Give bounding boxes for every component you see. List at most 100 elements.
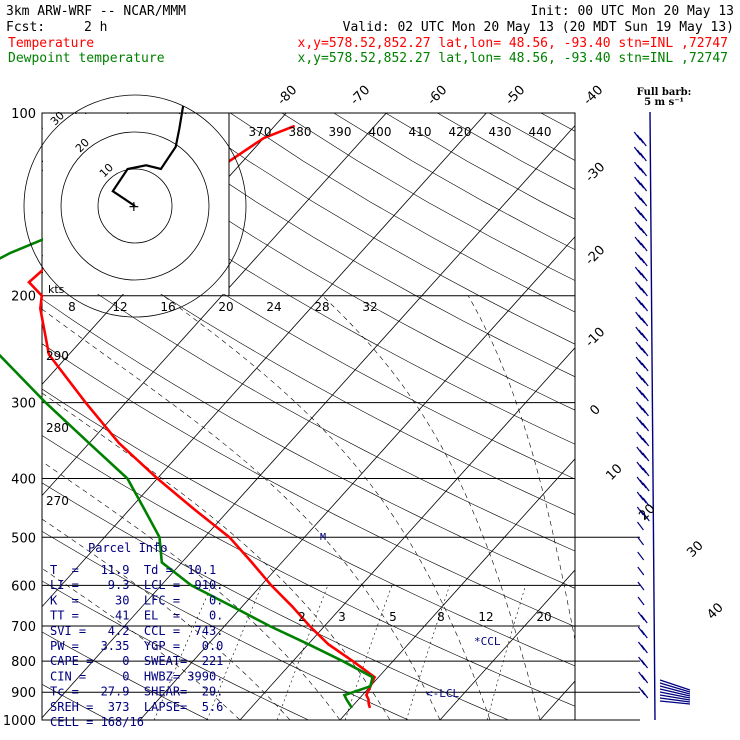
isotherm-label: -50 xyxy=(503,83,529,109)
hodograph-origin: + xyxy=(128,199,140,215)
isotherm-line xyxy=(640,113,740,720)
wind-barb xyxy=(638,686,649,699)
theta-e-label: 380 xyxy=(289,125,312,139)
parcel-info-row: TT = 41 EL = 0. xyxy=(50,609,223,623)
temp-scale-label: 12 xyxy=(112,300,127,314)
mixing-ratio-line xyxy=(486,585,526,720)
theta-e-label: 370 xyxy=(249,125,272,139)
dry-adiabat xyxy=(489,113,575,161)
wind-barb xyxy=(635,296,649,312)
temp-scale-label: 16 xyxy=(160,300,175,314)
dry-adiabat xyxy=(74,113,575,411)
theta-e-label: 390 xyxy=(329,125,352,139)
theta-e-label: 430 xyxy=(489,125,512,139)
pressure-tick-label: 500 xyxy=(11,531,36,546)
isotherm-label: -10 xyxy=(583,325,609,351)
left-scale-label: 290 xyxy=(46,349,69,363)
parcel-info-row: CAPE = 0 SWEAT= 221 xyxy=(50,654,223,668)
dry-adiabat xyxy=(42,530,409,720)
wind-barb xyxy=(637,626,648,639)
hodograph-ring xyxy=(23,94,247,318)
dry-adiabat xyxy=(230,113,575,313)
isotherm-line xyxy=(42,113,487,608)
isotherm-label: 30 xyxy=(684,538,706,560)
ccl-mark: *CCL xyxy=(474,635,501,648)
mixing-ratio-label: 3 xyxy=(338,610,346,624)
wind-barb xyxy=(634,236,648,252)
parcel-info-row: SREH = 373 LAPSE= 5.6 xyxy=(50,700,223,714)
pressure-tick-label: 400 xyxy=(11,472,36,487)
mixing-ratio-line xyxy=(276,585,329,720)
plot-frame xyxy=(41,112,576,721)
isotherm-line xyxy=(42,124,575,719)
pressure-tick-label: 900 xyxy=(11,686,36,701)
dry-adiabat xyxy=(333,113,575,250)
wind-barb xyxy=(635,356,649,372)
isotherm-label: 40 xyxy=(704,600,726,622)
dry-adiabat xyxy=(42,169,575,480)
temp-scale-label: 24 xyxy=(266,300,281,314)
pressure-tick-label: 100 xyxy=(11,107,36,122)
dry-adiabat xyxy=(0,113,9,720)
wind-barb xyxy=(634,176,648,192)
dry-adiabat xyxy=(437,113,575,190)
wind-barb xyxy=(634,266,648,282)
wind-barb xyxy=(634,221,648,237)
wind-barb xyxy=(636,416,650,432)
parcel-info-row: LI = 9.3 LCL = 910. xyxy=(50,578,223,592)
dewpoint-trace xyxy=(0,124,375,709)
isotherm-line xyxy=(439,569,575,720)
wind-barb xyxy=(637,596,645,606)
isotherm-label: -30 xyxy=(583,160,609,186)
wind-barb xyxy=(659,679,691,691)
dry-adiabat xyxy=(126,113,575,378)
moist-adiabat xyxy=(42,461,341,720)
wind-barb xyxy=(634,191,648,207)
wind-barb xyxy=(633,146,647,162)
wind-barb xyxy=(636,506,650,522)
wind-barb xyxy=(636,476,650,492)
wind-barb xyxy=(637,566,645,576)
parcel-info-row: K = 30 LFC = 0. xyxy=(50,593,223,607)
isotherm-label: -80 xyxy=(275,83,301,109)
wind-barb xyxy=(636,431,650,447)
left-scale-label: 270 xyxy=(46,494,69,508)
isotherm-line xyxy=(239,347,575,720)
wind-barb xyxy=(637,536,645,546)
wind-barb xyxy=(635,386,649,402)
wind-barb xyxy=(659,697,691,703)
fcst-value: 2 h xyxy=(84,20,107,35)
temp-scale-label: 28 xyxy=(314,300,329,314)
temp-scale-label: 32 xyxy=(362,300,377,314)
parcel-info-row: CELL = 168/16 xyxy=(50,715,144,729)
moist-adiabat xyxy=(322,295,541,720)
moist-adiabat xyxy=(467,295,575,642)
temperature-location: x,y=578.52,852.27 lat,lon= 48.56, -93.40… xyxy=(298,36,728,51)
valid-label: Valid: 02 UTC Mon 20 May 13 (20 MDT Sun … xyxy=(343,20,734,35)
pressure-tick-label: 1000 xyxy=(3,714,36,729)
hodograph-trace xyxy=(111,105,185,207)
pressure-tick-label: 600 xyxy=(11,579,36,594)
dry-adiabat xyxy=(42,580,309,720)
lcl-mark: <-LCL xyxy=(426,687,459,700)
pressure-tick-label: 200 xyxy=(11,290,36,305)
theta-e-label: 400 xyxy=(369,125,392,139)
fcst-label: Fcst: xyxy=(6,20,45,35)
pressure-tick-label: 300 xyxy=(11,397,36,412)
theta-e-label: 420 xyxy=(449,125,472,139)
dry-adiabat xyxy=(42,343,575,628)
dry-adiabat xyxy=(281,113,575,281)
temp-scale-label: 8 xyxy=(68,300,76,314)
theta-e-label: 440 xyxy=(529,125,552,139)
dry-adiabat xyxy=(42,127,575,445)
wind-barb xyxy=(638,671,649,684)
wind-barb xyxy=(659,694,691,701)
wind-barb xyxy=(636,446,650,462)
wind-barb xyxy=(637,611,648,624)
dewpoint-legend: Dewpoint temperature xyxy=(8,51,165,66)
isotherm-label: 20 xyxy=(636,501,658,523)
mixing-ratio-label: 12 xyxy=(478,610,493,624)
parcel-info-row: Tc = 27.9 SHEAR= 29. xyxy=(50,685,223,699)
dry-adiabat xyxy=(385,113,575,220)
mixing-ratio-label: 20 xyxy=(536,610,551,624)
